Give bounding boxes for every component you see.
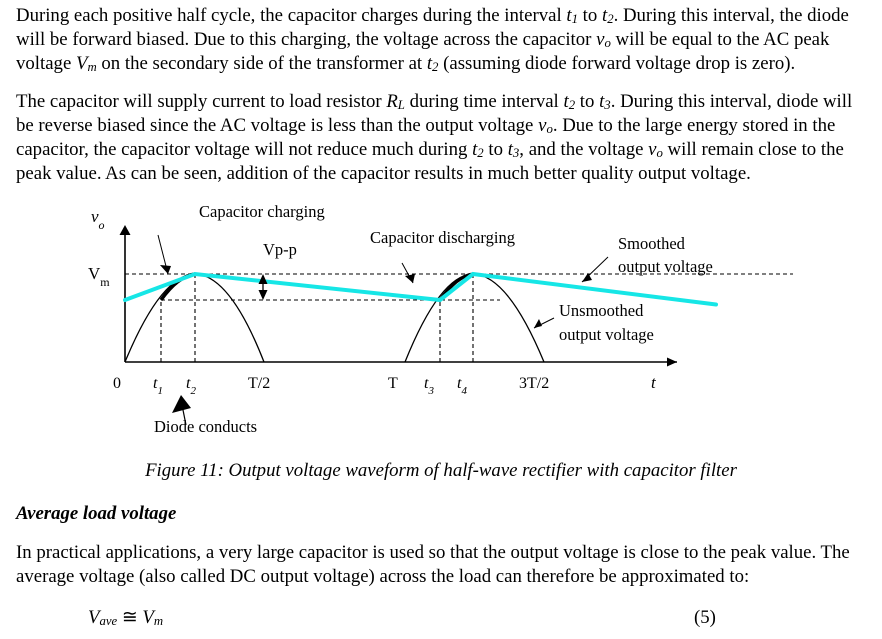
svg-text:t4: t4 (457, 375, 467, 397)
svg-text:0: 0 (113, 375, 121, 392)
svg-text:output voltage: output voltage (559, 325, 654, 344)
svg-text:3T/2: 3T/2 (519, 375, 549, 392)
svg-text:t: t (651, 373, 657, 392)
svg-text:Diode conducts: Diode conducts (154, 417, 257, 436)
svg-text:t1: t1 (153, 375, 163, 397)
svg-text:output voltage: output voltage (618, 257, 713, 276)
svg-text:Smoothed: Smoothed (618, 234, 686, 253)
svg-text:vo: vo (91, 207, 105, 232)
svg-text:Vm: Vm (88, 264, 110, 289)
svg-text:T/2: T/2 (248, 375, 270, 392)
svg-text:t3: t3 (424, 375, 434, 397)
svg-text:Capacitor discharging: Capacitor discharging (370, 228, 515, 247)
svg-text:t2: t2 (186, 375, 196, 397)
svg-text:Vp-p: Vp-p (263, 240, 297, 259)
svg-text:Capacitor charging: Capacitor charging (199, 202, 325, 221)
svg-text:T: T (388, 375, 398, 392)
svg-text:Unsmoothed: Unsmoothed (559, 301, 644, 320)
